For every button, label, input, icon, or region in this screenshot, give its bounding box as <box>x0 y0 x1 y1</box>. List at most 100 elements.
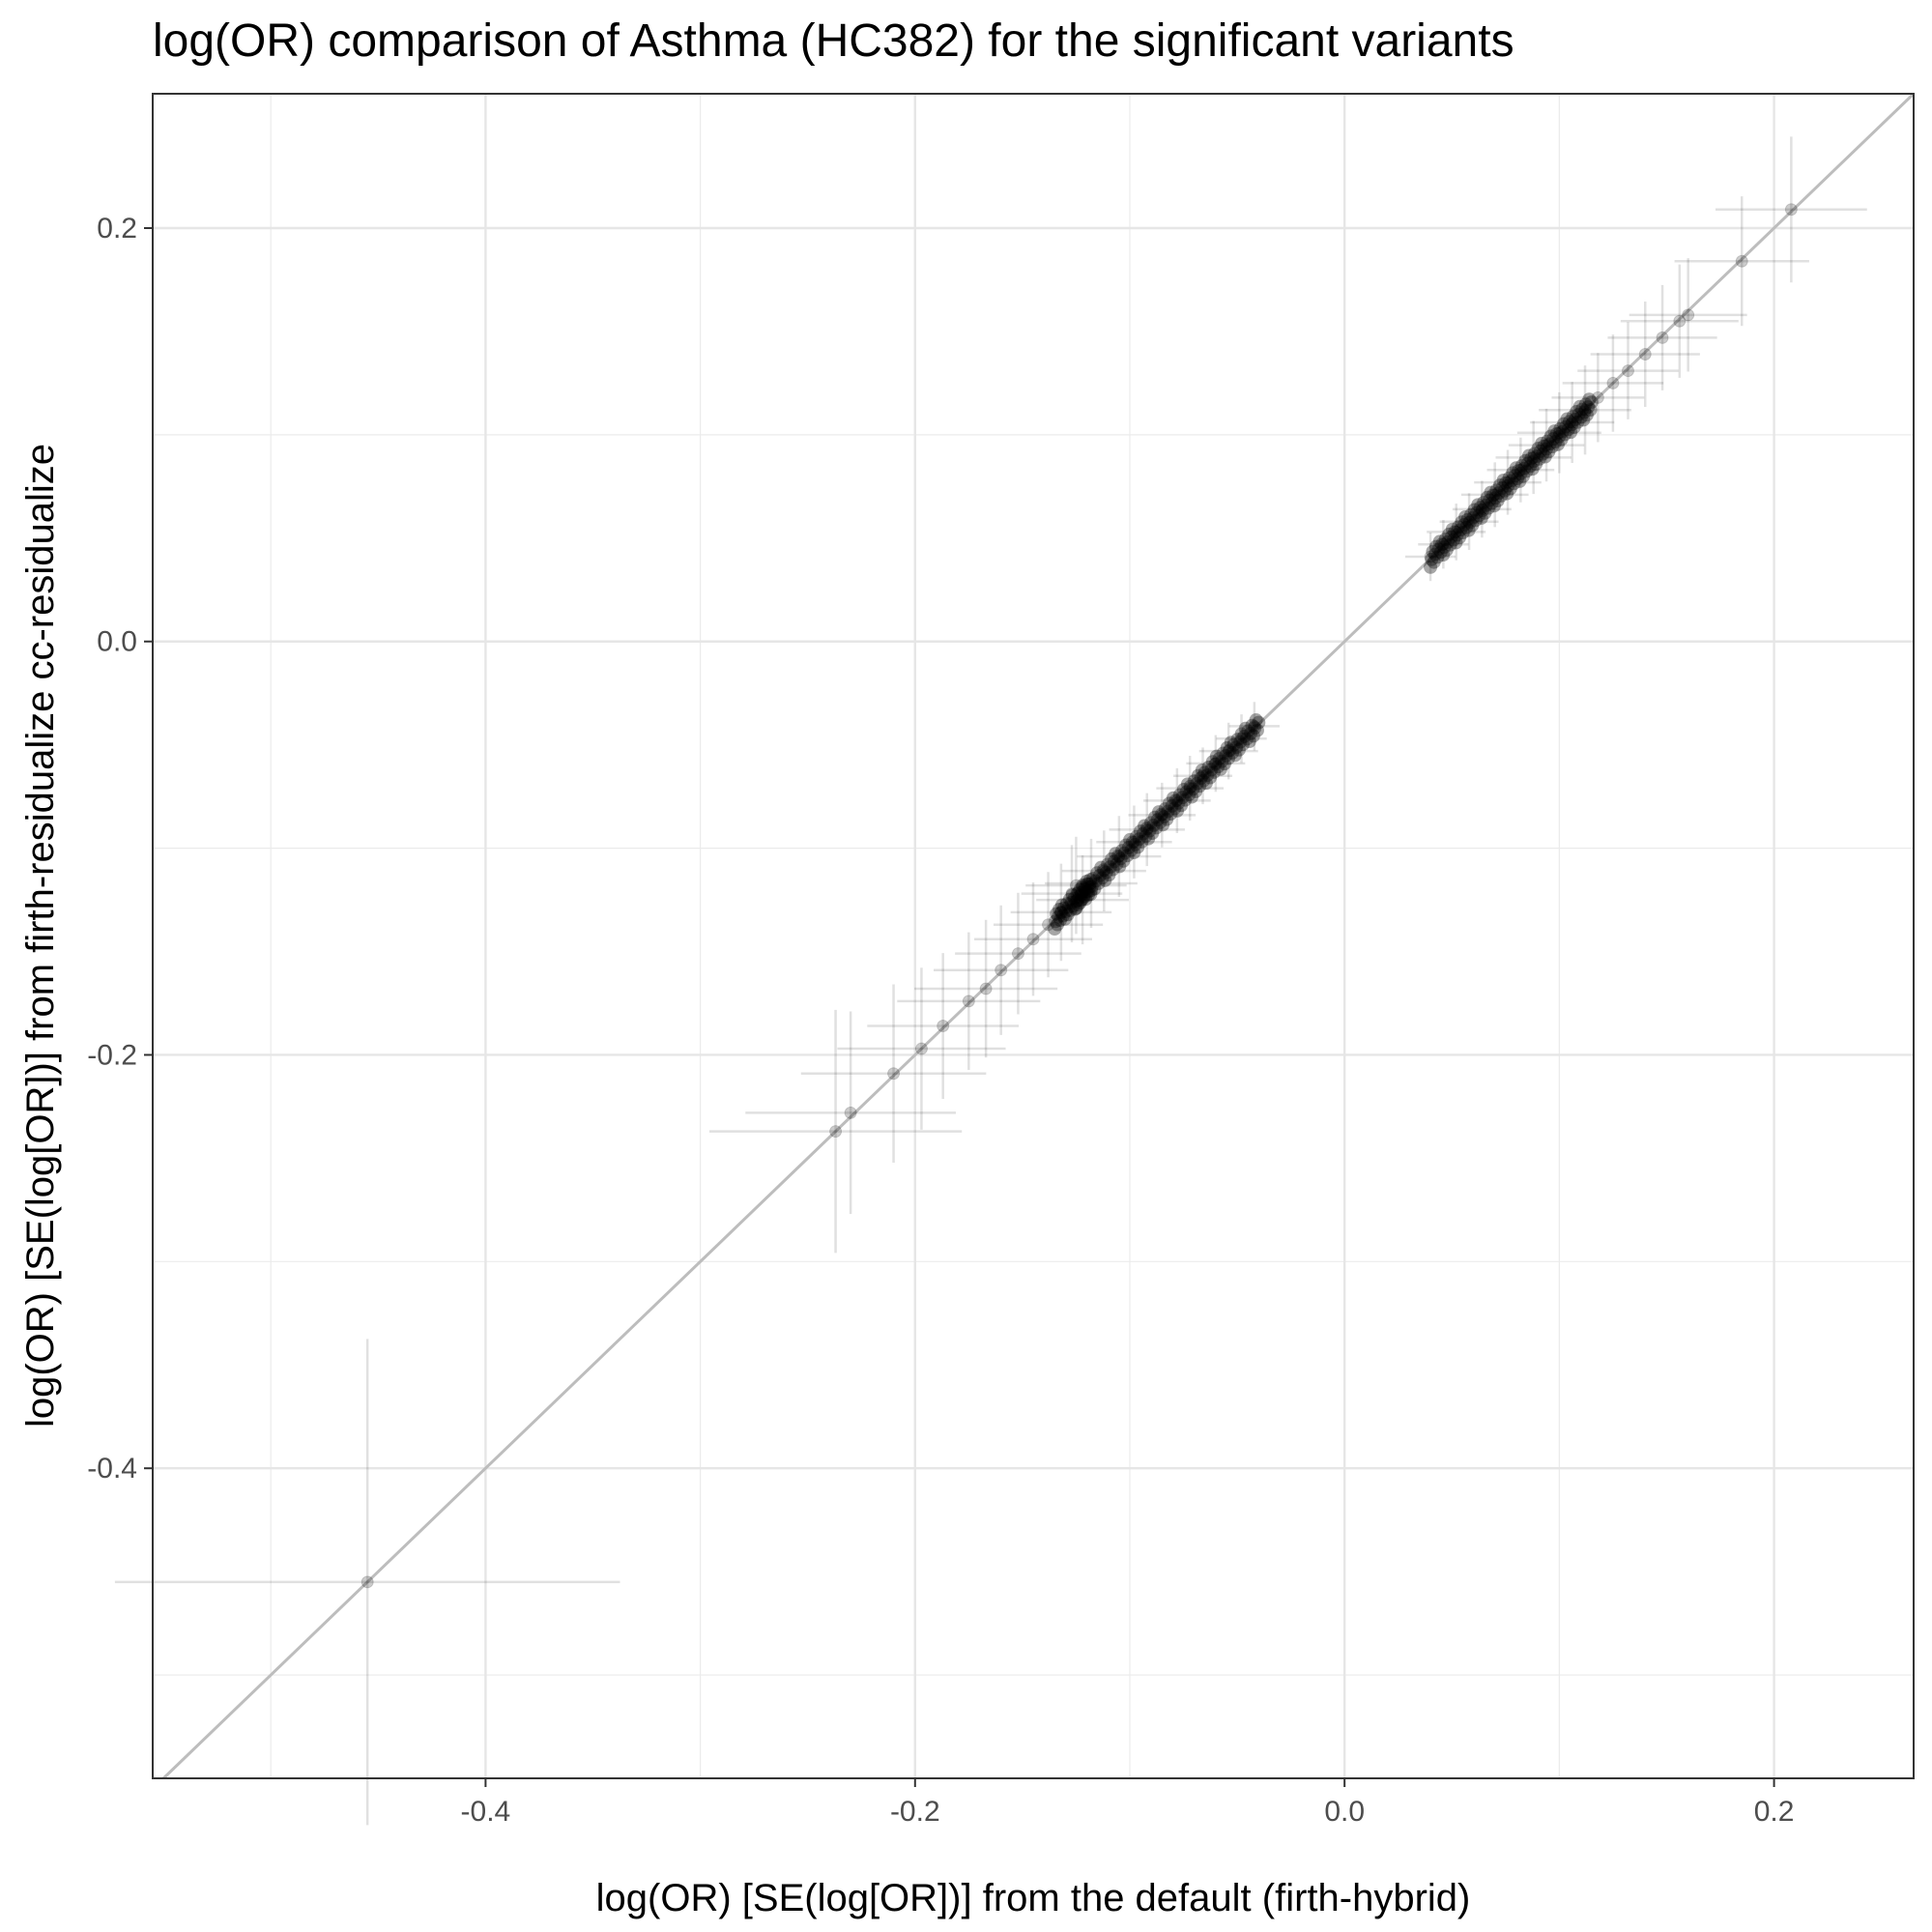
data-point <box>1154 807 1168 822</box>
data-point <box>1198 776 1213 791</box>
data-point <box>1172 788 1187 802</box>
data-point <box>360 1575 374 1589</box>
data-point <box>1235 732 1249 745</box>
data-point <box>1439 542 1454 557</box>
data-point <box>1060 908 1075 922</box>
data-point <box>1554 432 1569 447</box>
data-point <box>1203 770 1218 785</box>
data-point <box>1114 844 1129 858</box>
data-point <box>1213 762 1227 776</box>
x-axis-ticks: -0.4 -0.2 0.0 0.2 <box>461 1778 1795 1828</box>
data-point <box>1435 537 1450 552</box>
data-point <box>1129 829 1143 844</box>
x-tick-label: 0.0 <box>1324 1796 1365 1828</box>
data-point <box>1208 757 1223 771</box>
data-point <box>1234 727 1249 741</box>
data-point <box>1474 510 1488 525</box>
data-point <box>1082 879 1097 894</box>
data-point <box>1083 873 1098 887</box>
data-point <box>1432 534 1447 549</box>
data-point <box>1205 755 1220 769</box>
data-point <box>1069 901 1083 915</box>
data-point <box>1142 823 1157 838</box>
data-point <box>1176 782 1191 796</box>
data-point <box>1069 879 1082 892</box>
data-point <box>1449 535 1463 550</box>
data-point <box>1195 763 1209 777</box>
data-point <box>1140 822 1154 836</box>
data-point <box>1189 784 1203 798</box>
data-point <box>1539 442 1553 456</box>
data-point <box>1226 745 1240 760</box>
data-point <box>1070 886 1084 901</box>
data-point <box>1147 810 1162 824</box>
data-point <box>1548 434 1563 448</box>
x-tick-label: -0.2 <box>890 1796 940 1828</box>
data-point <box>1540 439 1553 452</box>
data-point <box>1076 879 1090 894</box>
data-point <box>1097 864 1110 878</box>
data-point <box>1491 486 1506 501</box>
data-point <box>1467 503 1482 517</box>
data-point <box>1509 461 1523 476</box>
data-point <box>1128 837 1142 851</box>
data-point <box>1109 847 1123 861</box>
data-point <box>1784 203 1798 216</box>
data-point <box>1026 933 1040 946</box>
data-point <box>1514 458 1529 473</box>
data-point <box>1069 894 1083 908</box>
data-point <box>1197 765 1212 780</box>
data-point <box>1049 914 1063 929</box>
data-point <box>1455 515 1469 530</box>
data-point <box>1059 897 1074 911</box>
error-bars <box>114 136 1867 1826</box>
data-point <box>1077 890 1091 905</box>
data-point <box>1078 882 1092 897</box>
data-point <box>1581 400 1596 415</box>
data-point <box>1484 485 1498 500</box>
data-point <box>1556 417 1571 431</box>
data-point <box>1564 425 1578 440</box>
data-point <box>1524 451 1539 466</box>
data-point <box>1519 464 1534 478</box>
data-point <box>1427 547 1442 562</box>
data-point <box>1535 436 1549 450</box>
data-point <box>1490 494 1505 508</box>
data-point <box>1086 871 1101 885</box>
y-axis-label: log(OR) [SE(log[OR])] from firth-residua… <box>19 444 62 1427</box>
data-point <box>1482 501 1496 515</box>
data-point <box>1157 810 1171 824</box>
data-point <box>1572 399 1587 414</box>
data-point <box>1160 812 1174 826</box>
data-point <box>1456 518 1471 533</box>
data-point <box>1217 757 1231 771</box>
data-point <box>1426 544 1440 559</box>
data-point <box>1579 408 1594 422</box>
data-point <box>1462 515 1477 530</box>
data-point <box>1429 539 1444 554</box>
data-point <box>1082 877 1097 891</box>
data-point <box>1094 860 1109 875</box>
data-point <box>1074 893 1088 908</box>
data-point <box>1249 713 1263 728</box>
data-point <box>1549 426 1564 441</box>
data-point <box>1527 450 1541 464</box>
data-point <box>1072 885 1086 900</box>
data-point <box>1237 729 1252 743</box>
data-point <box>1112 850 1126 863</box>
data-point <box>1081 884 1095 899</box>
data-point <box>1061 900 1076 914</box>
data-point <box>1450 528 1464 542</box>
x-axis-label: log(OR) [SE(log[OR])] from the default (… <box>596 1877 1471 1919</box>
data-point <box>1090 866 1105 880</box>
data-point <box>1080 875 1094 889</box>
data-point <box>1543 437 1557 451</box>
data-point <box>1127 846 1141 860</box>
x-tick-label: 0.2 <box>1754 1796 1795 1828</box>
data-point <box>1207 764 1222 779</box>
data-point <box>1071 897 1085 911</box>
data-point <box>1450 525 1463 538</box>
data-point <box>1436 548 1451 562</box>
data-point <box>1453 531 1467 545</box>
